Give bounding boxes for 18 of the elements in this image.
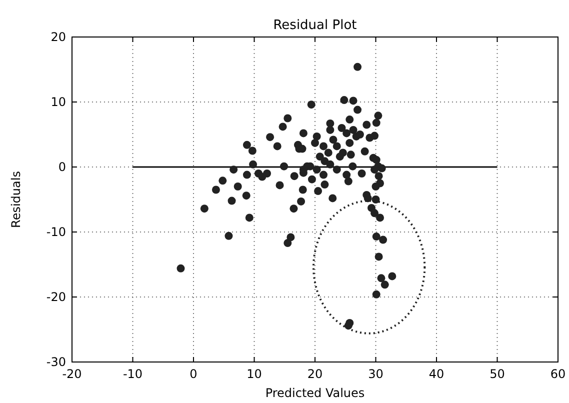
y-tick-label: -10 <box>46 225 66 239</box>
y-axis-title: Residuals <box>9 171 23 228</box>
x-axis-title: Predicted Values <box>265 386 365 400</box>
x-tick-label: 50 <box>490 367 505 381</box>
y-tick-label: 0 <box>58 160 66 174</box>
x-tick-label: 40 <box>428 367 444 381</box>
x-tick-label: 60 <box>550 367 566 381</box>
y-tick-label: -20 <box>46 290 66 304</box>
x-tick-label: -10 <box>122 367 143 381</box>
x-tick-label: 0 <box>190 367 198 381</box>
x-tick-label: 20 <box>307 367 323 381</box>
chart-title: Residual Plot <box>273 18 357 33</box>
y-tick-label: 10 <box>50 95 66 109</box>
x-tick-label: -20 <box>62 367 82 381</box>
x-tick-label: 10 <box>246 367 262 381</box>
y-tick-label: -30 <box>46 355 66 369</box>
x-tick-label: 30 <box>368 367 384 381</box>
y-tick-label: 20 <box>50 30 66 44</box>
